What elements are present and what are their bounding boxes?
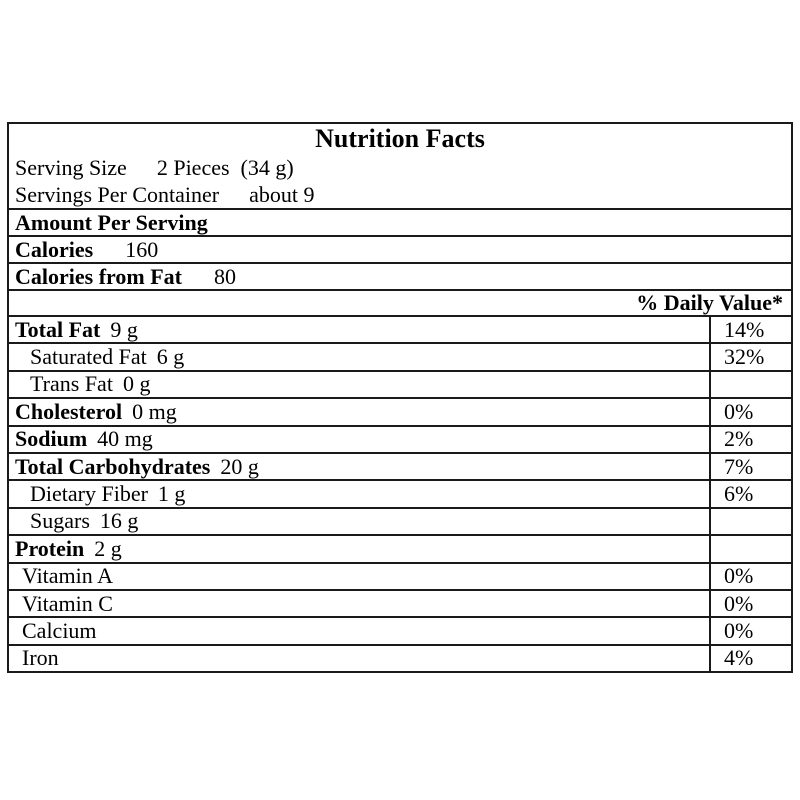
nutrient-amount: 16 g — [99, 508, 139, 534]
nutrient-name: Sugars — [30, 508, 90, 534]
daily-value-cell: 4% — [709, 645, 791, 672]
serving-size-value: 2 Pieces (34 g) — [156, 155, 294, 180]
daily-value-cell: 32% — [709, 344, 791, 370]
nutrient-cell: Total Carbohydrates 20 g — [9, 454, 709, 479]
nutrient-cell: Trans Fat 0 g — [9, 372, 709, 397]
nutrient-cell: Vitamin C — [9, 591, 709, 616]
daily-value-cell: 0% — [709, 618, 791, 644]
daily-value-cell: 2% — [709, 426, 791, 452]
nutrient-amount: 40 mg — [97, 426, 153, 452]
nutrient-name: Vitamin A — [22, 563, 113, 589]
nutrient-amount: 0 mg — [132, 399, 177, 424]
nutrient-row-calcium: Calcium 0% — [9, 616, 791, 644]
daily-value-cell — [709, 508, 791, 535]
daily-value-cell: 6% — [709, 481, 791, 507]
nutrient-name: Trans Fat — [30, 371, 113, 397]
amount-per-serving-row: Amount Per Serving — [9, 208, 791, 235]
nutrient-cell: Cholesterol 0 mg — [9, 399, 709, 424]
nutrient-row-sugars: Sugars 16 g — [9, 506, 791, 535]
daily-value-cell: 0% — [709, 591, 791, 617]
nutrient-row-cholesterol: Cholesterol 0 mg 0% — [9, 397, 791, 425]
calories-from-fat-label: Calories from Fat — [15, 263, 182, 289]
nutrient-name: Dietary Fiber — [30, 481, 148, 507]
nutrient-cell: Sugars 16 g — [9, 509, 709, 534]
calories-from-fat-value: 80 — [214, 263, 236, 289]
calories-row: Calories 160 — [9, 235, 791, 262]
nutrient-name: Saturated Fat — [30, 344, 147, 370]
nutrient-name: Vitamin C — [22, 590, 113, 616]
nutrient-amount: 1 g — [157, 481, 186, 507]
nutrient-amount: 9 g — [110, 317, 138, 342]
nutrient-name: Cholesterol — [15, 399, 123, 424]
servings-per-container-value: about 9 — [249, 182, 315, 207]
nutrient-cell: Calcium — [9, 618, 709, 643]
nutrient-name: Calcium — [22, 618, 97, 643]
nutrient-row-iron: Iron 4% — [9, 643, 791, 672]
nutrient-row-protein: Protein 2 g — [9, 534, 791, 562]
nutrient-cell: Dietary Fiber 1 g — [9, 481, 709, 506]
nutrient-cell: Total Fat 9 g — [9, 317, 709, 342]
nutrient-cell: Iron — [9, 646, 709, 671]
header-section: Nutrition Facts Serving Size 2 Pieces (34… — [9, 124, 791, 208]
nutrient-row-total-carbohydrates: Total Carbohydrates 20 g 7% — [9, 451, 791, 480]
nutrient-cell: Saturated Fat 6 g — [9, 344, 709, 369]
calories-label: Calories — [15, 236, 94, 262]
daily-value-header-row: % Daily Value* — [9, 289, 791, 315]
nutrient-amount: 20 g — [220, 453, 259, 479]
daily-value-cell: 0% — [709, 399, 791, 425]
page-title: Nutrition Facts — [315, 124, 485, 153]
nutrient-name: Total Carbohydrates — [15, 453, 211, 479]
nutrient-row-vitamin-a: Vitamin A 0% — [9, 561, 791, 589]
servings-per-container-line: Servings Per Container about 9 — [9, 181, 791, 208]
nutrient-cell: Sodium 40 mg — [9, 427, 709, 452]
nutrient-name: Sodium — [15, 426, 88, 452]
nutrient-row-sodium: Sodium 40 mg 2% — [9, 424, 791, 452]
nutrient-row-saturated-fat: Saturated Fat 6 g 32% — [9, 342, 791, 370]
nutrient-cell: Protein 2 g — [9, 536, 709, 561]
daily-value-cell: 0% — [709, 563, 791, 589]
daily-value-header: % Daily Value* — [636, 290, 783, 315]
daily-value-cell — [709, 371, 791, 398]
nutrient-amount: 2 g — [94, 536, 122, 561]
daily-value-cell: 7% — [709, 454, 791, 480]
nutrient-name: Total Fat — [15, 317, 101, 342]
nutrient-row-total-fat: Total Fat 9 g 14% — [9, 315, 791, 343]
nutrient-row-trans-fat: Trans Fat 0 g — [9, 369, 791, 398]
serving-size-label: Serving Size — [15, 155, 127, 180]
daily-value-cell: 14% — [709, 317, 791, 343]
nutrient-cell: Vitamin A — [9, 564, 709, 589]
nutrient-row-vitamin-c: Vitamin C 0% — [9, 588, 791, 617]
nutrient-name: Iron — [22, 645, 59, 671]
amount-per-serving-label: Amount Per Serving — [15, 209, 208, 235]
nutrient-amount: 6 g — [156, 344, 185, 370]
nutrient-amount: 0 g — [122, 371, 151, 397]
nutrient-row-dietary-fiber: Dietary Fiber 1 g 6% — [9, 479, 791, 507]
servings-per-container-label: Servings Per Container — [15, 182, 220, 207]
nutrition-facts-table: Nutrition Facts Serving Size 2 Pieces (34… — [7, 122, 793, 674]
nutrient-name: Protein — [15, 536, 85, 561]
calories-from-fat-row: Calories from Fat 80 — [9, 262, 791, 289]
daily-value-cell — [709, 536, 791, 562]
calories-value: 160 — [125, 236, 159, 262]
serving-size-line: Serving Size 2 Pieces (34 g) — [9, 154, 791, 181]
